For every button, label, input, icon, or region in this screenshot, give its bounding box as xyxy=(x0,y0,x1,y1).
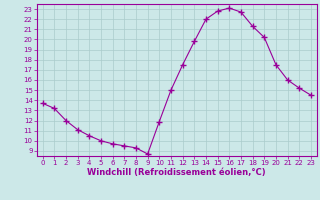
X-axis label: Windchill (Refroidissement éolien,°C): Windchill (Refroidissement éolien,°C) xyxy=(87,168,266,177)
